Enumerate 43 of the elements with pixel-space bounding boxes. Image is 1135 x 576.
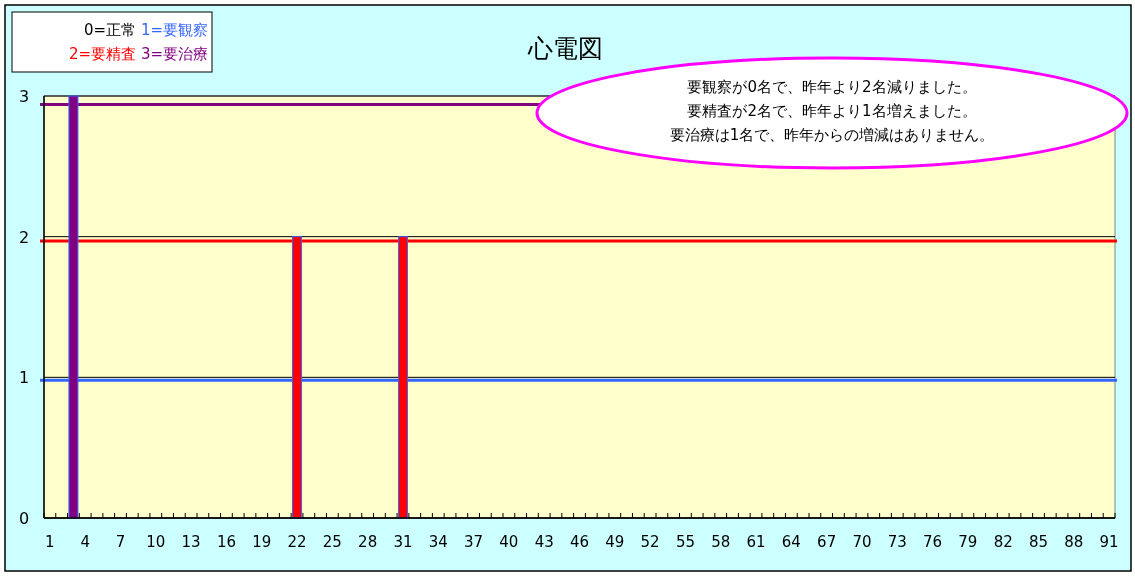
x-tick-label: 64 (781, 533, 801, 551)
x-tick-label: 25 (322, 533, 342, 551)
x-tick-label: 73 (887, 533, 907, 551)
annotation: 要治療は1名で、昨年からの増減はありません。 (669, 126, 995, 144)
x-tick-label: 22 (287, 533, 307, 551)
x-tick-label: 79 (958, 533, 978, 551)
x-tick-label: 88 (1064, 533, 1084, 551)
x-tick-label: 58 (711, 533, 731, 551)
y-tick-label: 1 (18, 368, 30, 388)
x-tick-label: 31 (393, 533, 413, 551)
x-tick-label: 4 (80, 533, 90, 551)
ref-line-label: 3=要治療 (140, 45, 208, 63)
x-tick-label: 70 (852, 533, 872, 551)
ref-line-label: 1=要観察 (140, 21, 208, 39)
x-tick-label: 52 (640, 533, 660, 551)
x-tick-label: 1 (45, 533, 55, 551)
x-tick-label: 91 (1099, 533, 1119, 551)
x-tick-label: 85 (1028, 533, 1049, 551)
x-tick-label: 13 (181, 533, 201, 551)
y-tick-label: 3 (18, 87, 30, 106)
annotation: 要精査が2名で、昨年より1名増えました。 (687, 102, 977, 120)
y-tick-label: 0 (18, 509, 30, 528)
x-tick-label: 34 (428, 533, 448, 551)
x-tick-label: 49 (605, 533, 625, 551)
x-tick-label: 67 (817, 533, 837, 551)
y-tick-label: 2 (18, 227, 30, 247)
x-tick-label: 10 (146, 533, 166, 551)
x-tick-label: 16 (216, 533, 236, 551)
x-tick-label: 40 (499, 533, 519, 551)
x-tick-label: 46 (569, 533, 590, 551)
x-tick-label: 55 (675, 533, 695, 551)
chart-title: 心電図 (526, 34, 603, 63)
x-tick-label: 7 (115, 533, 126, 551)
ref-line-label: 2=要精査 (68, 45, 141, 63)
text: 要観察が0名で、昨年より2名減りました。 (687, 78, 977, 96)
x-tick-label: 19 (252, 533, 272, 551)
x-tick-label: 76 (923, 533, 943, 551)
x-tick-label: 61 (746, 533, 766, 551)
x-tick-label: 28 (358, 533, 378, 551)
x-tick-label: 37 (464, 533, 484, 551)
x-tick-label: 43 (534, 533, 554, 551)
x-tick-label: 82 (993, 533, 1013, 551)
text: 0=正常 (83, 21, 141, 39)
